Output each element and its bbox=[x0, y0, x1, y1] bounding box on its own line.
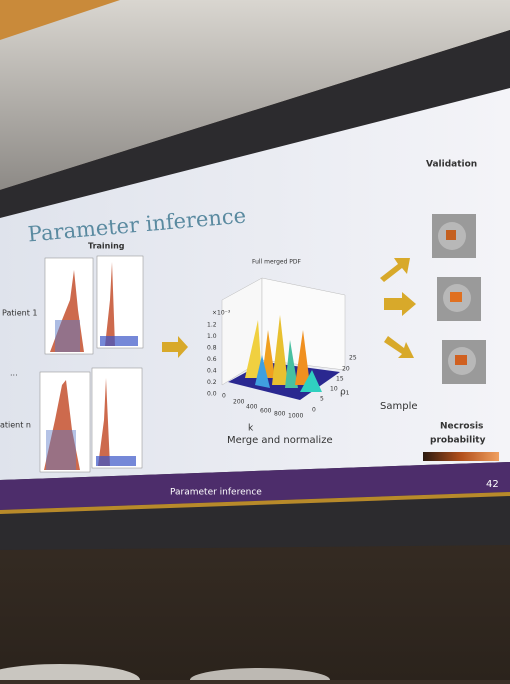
sample-arrows bbox=[380, 258, 416, 358]
patient-ellipsis: ... bbox=[10, 369, 18, 378]
page-number: 42 bbox=[486, 479, 499, 490]
sample-label: Sample bbox=[380, 401, 418, 412]
footer-text: Parameter inference bbox=[170, 488, 262, 498]
y-tick-label: 5 bbox=[320, 396, 324, 403]
patient-label: Patient 1 bbox=[2, 309, 38, 318]
y-tick-label: 25 bbox=[349, 355, 357, 362]
necrosis-label: probability bbox=[430, 436, 486, 446]
z-tick-label: 0.2 bbox=[207, 379, 217, 386]
x-tick-label: 600 bbox=[260, 408, 272, 415]
z-tick-label: 1.0 bbox=[207, 333, 217, 340]
pdf-plot bbox=[221, 277, 346, 400]
merge-caption: Merge and normalize bbox=[227, 435, 333, 446]
y-tick-label: 20 bbox=[342, 366, 350, 373]
z-tick-label: 0.0 bbox=[207, 391, 217, 398]
x-tick-label: 800 bbox=[274, 411, 286, 418]
z-tick-label: 0.4 bbox=[207, 368, 217, 375]
validation-images bbox=[432, 214, 486, 384]
ceiling bbox=[0, 0, 510, 190]
x-tick-label: 0 bbox=[222, 393, 226, 400]
y-tick-label: 15 bbox=[336, 376, 344, 383]
patient-label: atient n bbox=[0, 421, 31, 430]
x-axis-label: k bbox=[248, 424, 254, 434]
head bbox=[0, 664, 140, 684]
z-exponent: ×10⁻³ bbox=[212, 310, 231, 317]
x-tick-label: 1000 bbox=[288, 413, 303, 420]
pdf-title: Full merged PDF bbox=[252, 259, 302, 266]
y-tick-label: 10 bbox=[330, 386, 338, 393]
necrosis-label: Necrosis bbox=[440, 422, 483, 432]
y-axis-label: ρ₁ bbox=[340, 388, 350, 398]
validation-label: Validation bbox=[426, 160, 477, 170]
arrow bbox=[162, 336, 188, 358]
x-tick-label: 200 bbox=[233, 399, 245, 406]
training-label: Training bbox=[88, 242, 125, 251]
light bbox=[0, 0, 120, 40]
colorbar bbox=[423, 452, 499, 461]
footer-band bbox=[0, 462, 510, 510]
z-tick-label: 1.2 bbox=[207, 322, 217, 329]
z-tick-label: 0.6 bbox=[207, 356, 217, 363]
training-plots bbox=[39, 255, 144, 473]
y-tick-label: 0 bbox=[312, 407, 316, 414]
z-tick-label: 0.8 bbox=[207, 345, 217, 352]
x-tick-label: 400 bbox=[246, 404, 258, 411]
footer-line bbox=[0, 492, 510, 514]
